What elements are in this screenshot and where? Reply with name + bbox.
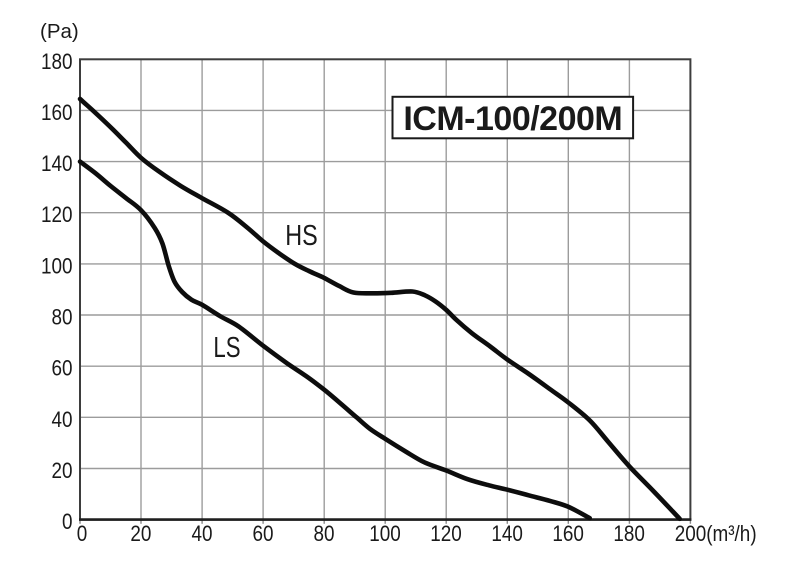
svg-text:HS: HS (285, 219, 317, 252)
svg-text:180: 180 (613, 521, 645, 546)
svg-text:140: 140 (41, 152, 73, 177)
svg-text:60: 60 (51, 356, 72, 381)
svg-text:60: 60 (252, 521, 273, 546)
svg-text:80: 80 (51, 305, 72, 330)
svg-text:200(m³/h): 200(m³/h) (675, 521, 757, 546)
svg-text:100: 100 (41, 254, 73, 279)
svg-text:LS: LS (213, 332, 240, 363)
svg-text:160: 160 (552, 521, 584, 546)
svg-text:160: 160 (41, 100, 73, 125)
svg-text:100: 100 (369, 521, 401, 546)
svg-text:40: 40 (192, 521, 213, 546)
svg-text:(Pa): (Pa) (40, 20, 79, 43)
svg-text:ICM-100/200M: ICM-100/200M (403, 100, 622, 138)
svg-text:120: 120 (41, 203, 73, 228)
svg-text:140: 140 (491, 521, 523, 546)
svg-text:80: 80 (314, 521, 335, 546)
svg-text:0: 0 (62, 510, 73, 535)
svg-text:0: 0 (77, 521, 88, 546)
svg-text:120: 120 (430, 521, 462, 546)
svg-text:180: 180 (41, 49, 73, 74)
svg-text:20: 20 (51, 459, 72, 484)
svg-text:40: 40 (51, 407, 72, 432)
svg-text:20: 20 (130, 521, 151, 546)
